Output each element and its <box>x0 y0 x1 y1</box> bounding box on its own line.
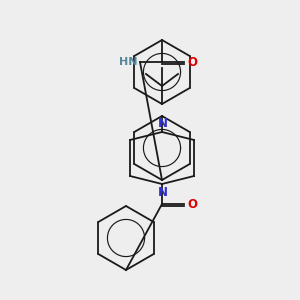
Text: O: O <box>187 197 197 211</box>
Text: N: N <box>158 117 168 130</box>
Text: HN: HN <box>118 57 137 67</box>
Text: O: O <box>187 56 197 68</box>
Text: N: N <box>158 186 168 199</box>
